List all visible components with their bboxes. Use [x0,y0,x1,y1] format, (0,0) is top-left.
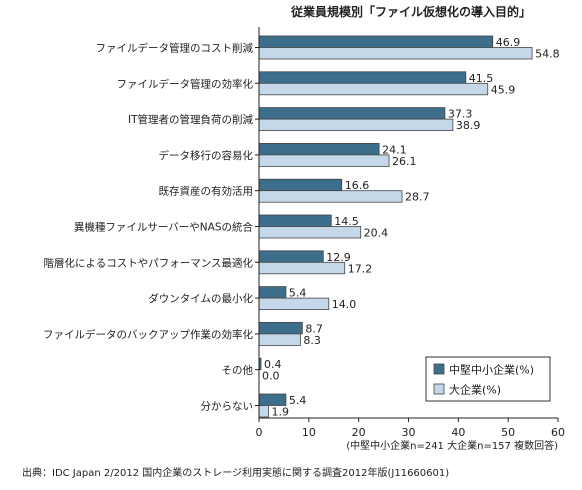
x-tick-label: 40 [451,426,465,439]
legend-box [425,356,551,402]
category-label: 階層化によるコストやパフォーマンス最適化 [44,256,254,269]
bar-large [258,190,403,203]
category-label: データ移行の容易化 [159,149,254,162]
data-label: 41.5 [469,72,494,85]
data-label: 14.0 [332,298,357,311]
data-label: 8.3 [303,334,321,347]
bar-smb [258,286,287,299]
bar-smb [258,178,343,192]
data-label: 5.4 [289,394,307,407]
data-label: 37.3 [448,108,473,121]
data-label: 8.7 [305,322,323,335]
bar-smb [258,393,287,406]
x-tick-label: 0 [256,426,263,439]
data-label: 16.6 [345,179,370,192]
data-label: 20.4 [364,227,389,240]
category-label: IT管理者の管理負荷の削減 [128,113,254,126]
data-label: 17.2 [348,262,373,275]
legend-swatch [433,363,445,375]
category-label: その他 [222,364,254,377]
data-label: 5.4 [289,287,307,300]
bar-large [258,47,533,60]
legend-label: 中堅中小企業(%) [449,363,534,377]
source-note: 出典：IDC Japan 2/2012 国内企業のストレージ利用実態に関する調査… [22,466,449,479]
x-tick-label: 60 [551,426,565,439]
category-label: ファイルデータ管理の効率化 [117,77,254,90]
data-label: 38.9 [456,119,481,132]
bar-large [258,82,489,96]
data-label: 14.5 [334,215,359,228]
data-label: 45.9 [491,83,516,96]
bar-large [258,154,390,167]
bar-smb [258,107,446,120]
bar-large [258,297,330,311]
category-label: 分からない [201,401,254,413]
bar-smb [258,250,324,263]
data-label: 54.8 [535,48,560,61]
legend-label: 大企業(%) [449,383,501,397]
data-label: 0.4 [264,358,282,371]
bar-large [258,226,362,239]
data-label: 26.1 [392,155,417,168]
bar-large [258,405,269,418]
x-tick-label: 20 [352,426,366,439]
bar-smb [258,35,494,48]
bar-smb [258,214,332,227]
bar-smb [258,142,380,156]
data-label: 46.9 [496,36,521,49]
data-label: 1.9 [271,406,289,419]
legend-swatch [433,383,445,395]
category-label: 既存資産の有効活用 [159,185,254,198]
x-tick-label: 10 [302,426,316,439]
data-label: 12.9 [326,251,351,264]
bar-smb [258,321,303,335]
data-label: 24.1 [382,143,407,156]
category-label: ファイルデータのバックアップ作業の効率化 [43,328,253,341]
bar-large [258,261,346,275]
category-label: 異機種ファイルサーバーやNASの統合 [74,221,254,234]
x-tick-label: 30 [402,426,416,439]
category-label: ダウンタイムの最小化 [148,292,253,305]
chart-title: 従業員規模別「ファイル仮想化の導入目的」 [290,4,531,19]
bar-smb [258,71,467,84]
bar-large [258,333,301,346]
x-axis-ticks: 0 10 20 30 40 50 60 [256,418,565,439]
data-label: 0.0 [262,370,280,383]
sample-note: (中堅中小企業n=241 大企業n=157 複数回答) [346,439,558,452]
x-tick-label: 50 [501,426,515,439]
legend: 中堅中小企業(%) 大企業(%) [425,356,551,402]
bar-large [258,118,454,131]
category-label: ファイルデータ管理のコスト削減 [96,42,254,55]
data-label: 28.7 [405,191,430,204]
